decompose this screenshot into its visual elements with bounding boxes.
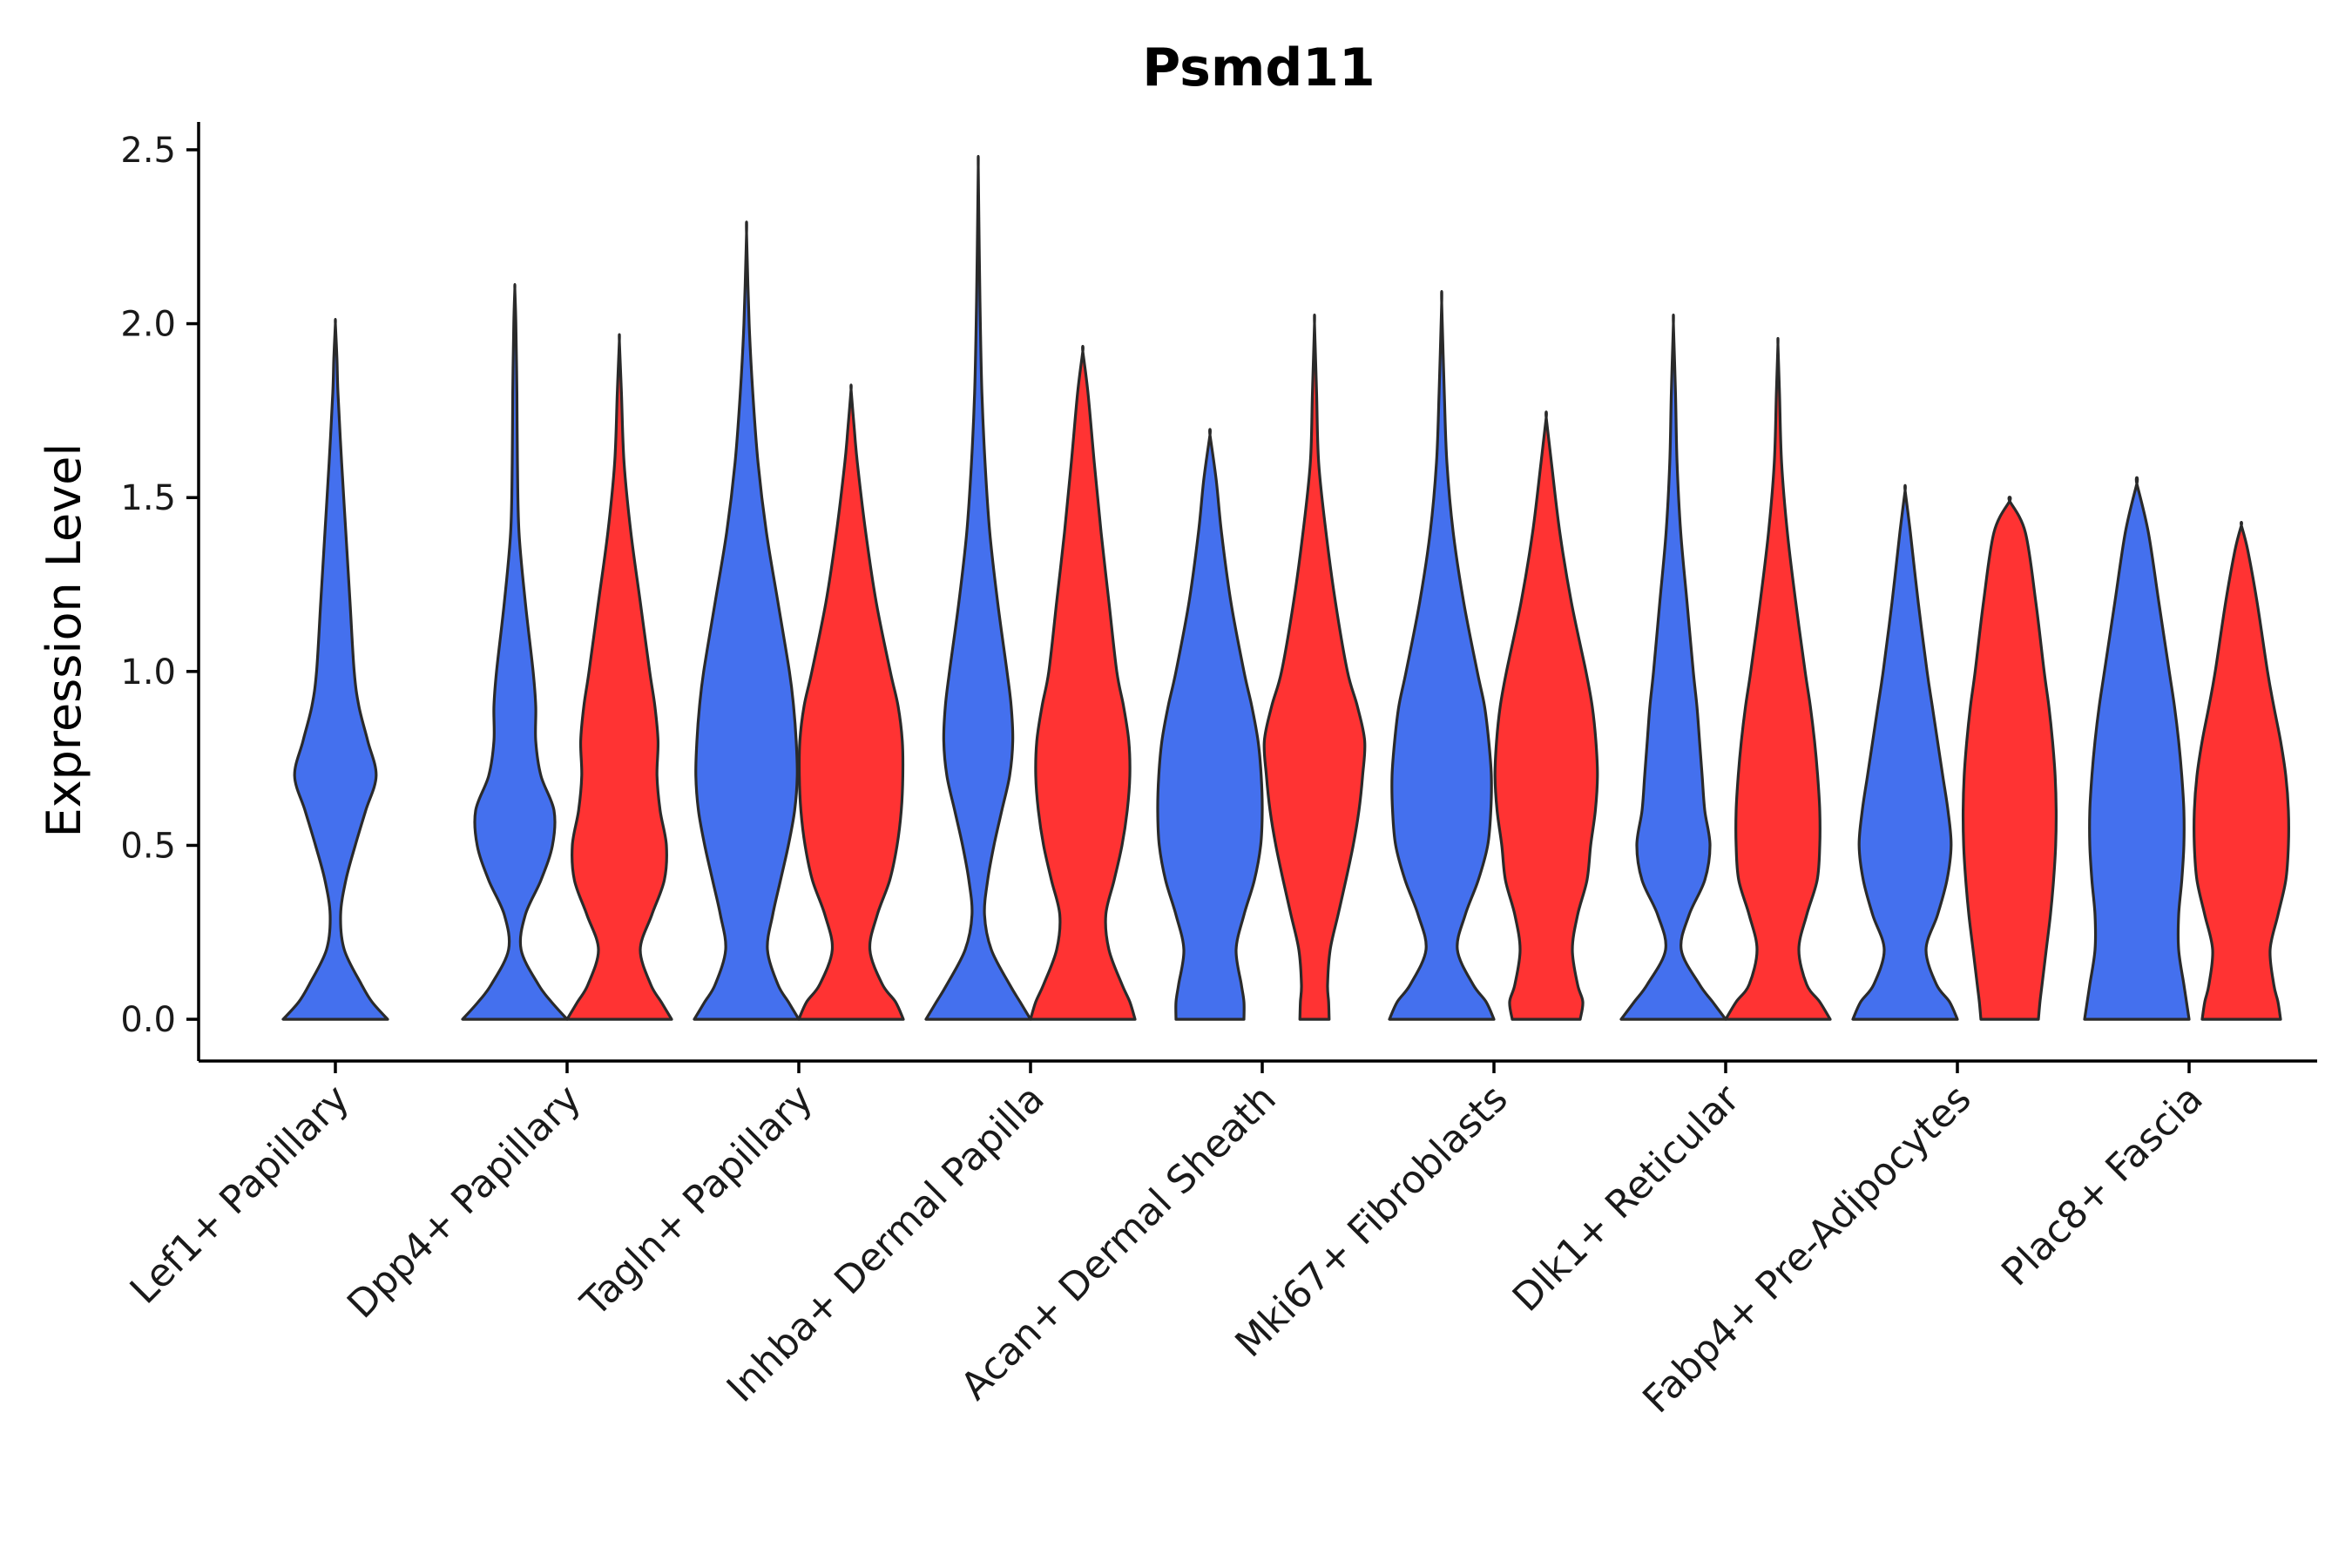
y-tick-label: 1.5 <box>120 478 176 518</box>
x-tick-label-dpp4-papillary: Dpp4+ Papillary <box>339 1077 590 1328</box>
violin-blue-plac8-fascia <box>2083 476 2191 1021</box>
x-tick-label-tagln-papillary: Tagln+ Papillary <box>572 1077 821 1326</box>
violin-blue-dpp4-papillary <box>461 283 569 1021</box>
violin-red-tagln-papillary <box>797 383 905 1021</box>
y-axis-title: Expression Level <box>37 443 91 838</box>
violin-red-acan-dermal-sheath <box>1262 314 1367 1021</box>
violin-blue-inhba-dermal-papilla <box>924 154 1032 1021</box>
x-tick-label-plac8-fascia: Plac8+ Fascia <box>1993 1077 2212 1295</box>
violin-blue-mki67-fibroblasts <box>1388 290 1496 1021</box>
chart-title: Psmd11 <box>1142 37 1375 98</box>
violin-blue-acan-dermal-sheath <box>1156 428 1264 1021</box>
violin-red-fabp4-pre-adipocytes <box>1961 496 2058 1021</box>
x-tick-label-lef1-papillary: Lef1+ Papillary <box>122 1077 358 1313</box>
violin-blue-lef1-papillary <box>281 317 389 1021</box>
axes-layer <box>197 122 2317 1063</box>
x-tick-label-dlk1-reticular: Dlk1+ Reticular <box>1504 1076 1749 1321</box>
y-tick-label: 2.5 <box>120 131 176 171</box>
y-tick-label: 0.5 <box>120 826 176 866</box>
violin-blue-dlk1-reticular <box>1619 314 1727 1021</box>
violin-blue-tagln-papillary <box>693 220 801 1021</box>
violin-red-mki67-fibroblasts <box>1493 410 1599 1021</box>
violins-layer <box>281 154 2290 1021</box>
violin-red-dlk1-reticular <box>1724 336 1832 1021</box>
violin-blue-fabp4-pre-adipocytes <box>1851 483 1959 1021</box>
y-tick-label: 0.0 <box>120 1000 176 1040</box>
y-tick-label: 1.0 <box>120 652 176 693</box>
violin-red-inhba-dermal-papilla <box>1029 344 1137 1021</box>
y-tick-label: 2.0 <box>120 305 176 345</box>
violin-red-plac8-fascia <box>2193 521 2290 1021</box>
violin-red-dpp4-papillary <box>565 333 673 1021</box>
